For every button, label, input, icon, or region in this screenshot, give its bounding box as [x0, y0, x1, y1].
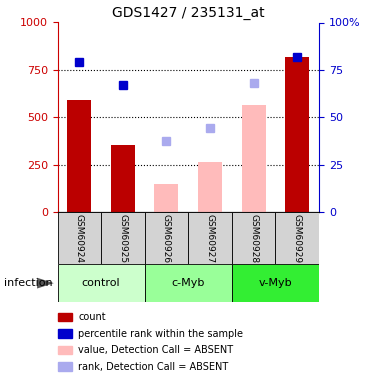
Text: GSM60927: GSM60927 — [206, 214, 214, 262]
Bar — [198, 162, 222, 212]
Bar — [242, 105, 266, 212]
Text: percentile rank within the sample: percentile rank within the sample — [78, 329, 243, 339]
Bar — [145, 212, 188, 264]
Bar — [58, 346, 72, 354]
Text: v-Myb: v-Myb — [259, 278, 292, 288]
Text: GSM60928: GSM60928 — [249, 214, 258, 262]
Bar — [285, 57, 309, 212]
Title: GDS1427 / 235131_at: GDS1427 / 235131_at — [112, 6, 265, 20]
Text: GSM60924: GSM60924 — [75, 214, 84, 262]
Bar — [67, 100, 91, 212]
Text: GSM60926: GSM60926 — [162, 214, 171, 262]
Text: rank, Detection Call = ABSENT: rank, Detection Call = ABSENT — [78, 362, 229, 372]
Bar — [145, 264, 232, 302]
Bar — [58, 264, 145, 302]
Bar — [58, 313, 72, 321]
Bar — [111, 145, 135, 212]
Bar — [188, 212, 232, 264]
Bar — [232, 212, 275, 264]
Bar — [276, 212, 319, 264]
Text: GSM60925: GSM60925 — [118, 214, 127, 262]
Bar — [154, 184, 178, 212]
Bar — [58, 329, 72, 338]
Polygon shape — [37, 278, 54, 288]
Bar — [58, 362, 72, 370]
Bar — [58, 212, 101, 264]
Text: control: control — [82, 278, 121, 288]
Text: count: count — [78, 312, 106, 322]
Text: value, Detection Call = ABSENT: value, Detection Call = ABSENT — [78, 345, 234, 355]
Text: GSM60929: GSM60929 — [293, 214, 302, 262]
Text: infection: infection — [4, 278, 52, 288]
Text: c-Myb: c-Myb — [172, 278, 205, 288]
Bar — [101, 212, 145, 264]
Bar — [232, 264, 319, 302]
